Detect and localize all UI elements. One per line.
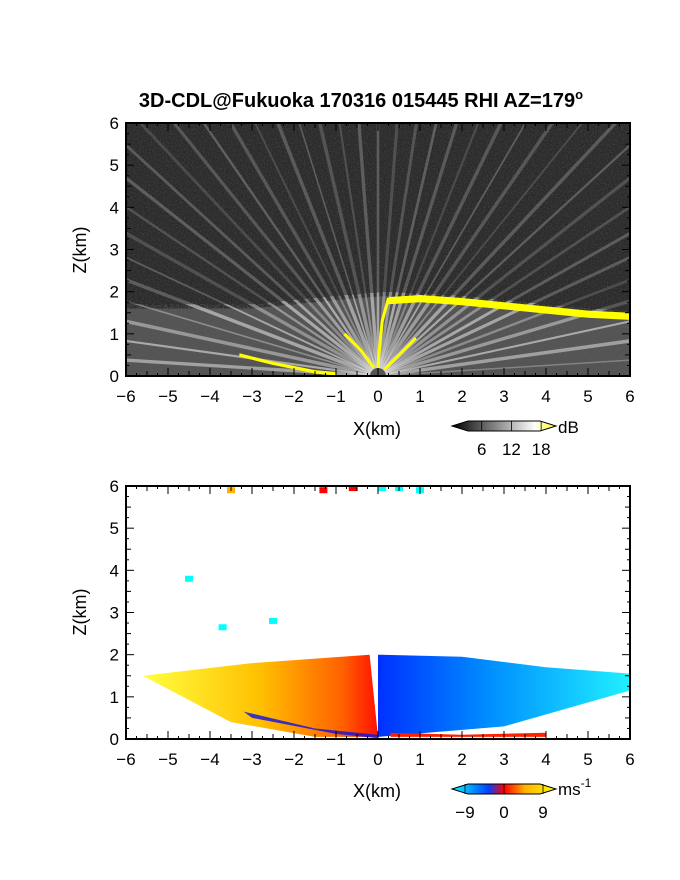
- velocity-xtick-label: 4: [541, 750, 550, 769]
- reflectivity-axes: −6 −5 −4 −3 −2 −1 0 1 2 3 4 5 6 0 1 2 3 4 5 6: [110, 114, 635, 406]
- velocity-ytick-label: 0: [110, 730, 119, 749]
- reflectivity-ytick-label: 6: [110, 114, 119, 133]
- velocity-negative-region: [378, 654, 630, 737]
- reflectivity-xtick-label: −5: [158, 387, 177, 406]
- reflectivity-xtick-label: −6: [116, 387, 135, 406]
- reflectivity-xtick-label: −1: [326, 387, 345, 406]
- ground-clutter: [239, 353, 336, 376]
- velocity-positive-region: [142, 654, 378, 737]
- reflectivity-colorbar-tick-label: 6: [477, 440, 486, 459]
- reflectivity-colorbar-bar: [450, 420, 558, 432]
- reflectivity-colorbar: 6 12 18 dB: [450, 418, 579, 459]
- reflectivity-ylabel: Z(km): [70, 227, 90, 274]
- beam-spoke: [377, 278, 630, 376]
- reflectivity-colorbar-tick-label: 18: [532, 440, 551, 459]
- beam-spoke: [377, 255, 630, 376]
- reflectivity-xtick-label: −4: [200, 387, 219, 406]
- reflectivity-ytick-label: 3: [110, 241, 119, 260]
- velocity-aloft-echo: [378, 486, 387, 492]
- beam-spoke: [126, 339, 379, 376]
- beam-spoke: [126, 278, 379, 376]
- velocity-panel: −6 −5 −4 −3 −2 −1 0 1 2 3 4 5 6 0 1 2 3 4 5 6 X(km) Z(km) −…: [70, 477, 635, 822]
- velocity-xlabel: X(km): [353, 781, 401, 801]
- reflectivity-xtick-label: 2: [457, 387, 466, 406]
- velocity-xtick-label: −3: [242, 750, 261, 769]
- reflectivity-xtick-label: 0: [373, 387, 382, 406]
- reflectivity-ytick-label: 0: [110, 367, 119, 386]
- velocity-low-positive-band: [390, 732, 546, 737]
- beam-spoke: [126, 300, 379, 376]
- velocity-aloft-echo: [185, 575, 193, 582]
- reflectivity-ytick-label: 5: [110, 156, 119, 175]
- reflectivity-xtick-label: 4: [541, 387, 550, 406]
- velocity-colorbar-ticks: −9 0 9: [455, 784, 548, 822]
- reflectivity-xlabel: X(km): [353, 419, 401, 439]
- velocity-aloft-echo: [218, 624, 227, 631]
- velocity-ytick-label: 3: [110, 604, 119, 623]
- velocity-ytick-label: 4: [110, 561, 119, 580]
- velocity-xtick-label: 1: [415, 750, 424, 769]
- near-field-echo: [383, 337, 417, 371]
- above-layer-mask: [126, 123, 630, 311]
- velocity-colorbar-tick-label: −9: [455, 803, 474, 822]
- reflectivity-xtick-label: 1: [415, 387, 424, 406]
- reflectivity-xtick-label: 3: [499, 387, 508, 406]
- reflectivity-echoes: [126, 123, 630, 376]
- velocity-xtick-label: −4: [200, 750, 219, 769]
- velocity-aloft-echo: [269, 617, 277, 624]
- velocity-ytick-label: 5: [110, 519, 119, 538]
- beam-spoke: [126, 256, 379, 376]
- velocity-colorbar-unit: ms-1: [558, 776, 592, 799]
- near-field-echo: [376, 297, 390, 372]
- velocity-colorbar: −9 0 9 ms-1: [450, 776, 592, 822]
- near-field-echo: [343, 332, 376, 369]
- beam-spoke: [377, 231, 630, 376]
- velocity-colorbar-tick-label: 9: [538, 803, 547, 822]
- velocity-xtick-label: 0: [373, 750, 382, 769]
- velocity-low-negative-band: [243, 711, 378, 739]
- reflectivity-xtick-label: −2: [284, 387, 303, 406]
- velocity-aloft-echo: [348, 486, 357, 492]
- velocity-colorbar-tick-label: 0: [499, 803, 508, 822]
- reflectivity-xtick-label: 6: [625, 387, 634, 406]
- velocity-ytick-label: 6: [110, 477, 119, 496]
- reflectivity-xtick-label: −3: [242, 387, 261, 406]
- beam-spoke: [126, 358, 379, 376]
- beam-spoke: [377, 359, 630, 376]
- velocity-xtick-label: −5: [158, 750, 177, 769]
- velocity-xtick-label: −1: [326, 750, 345, 769]
- beam-spoke: [377, 320, 630, 376]
- velocity-xtick-label: 5: [583, 750, 592, 769]
- reflectivity-ytick-label: 4: [110, 198, 119, 217]
- velocity-xtick-label: 2: [457, 750, 466, 769]
- velocity-xtick-label: −6: [116, 750, 135, 769]
- figure-title: 3D-CDL@Fukuoka 170316 015445 RHI AZ=179o: [139, 87, 583, 112]
- velocity-aloft-echo: [319, 487, 328, 494]
- velocity-echoes: [142, 486, 630, 739]
- velocity-ytick-label: 2: [110, 646, 119, 665]
- reflectivity-colorbar-unit: dB: [558, 418, 579, 437]
- velocity-axes: −6 −5 −4 −3 −2 −1 0 1 2 3 4 5 6 0 1 2 3 4 5 6: [110, 477, 635, 769]
- velocity-xtick-label: 3: [499, 750, 508, 769]
- beam-spoke: [377, 299, 630, 376]
- beam-spoke: [126, 319, 379, 376]
- reflectivity-colorbar-tick-label: 12: [502, 440, 521, 459]
- reflectivity-xtick-label: 5: [583, 387, 592, 406]
- strong-echo-edge: [388, 295, 630, 320]
- beam-spoke: [377, 339, 630, 376]
- velocity-ytick-label: 1: [110, 688, 119, 707]
- reflectivity-ytick-label: 1: [110, 325, 119, 344]
- velocity-ylabel: Z(km): [70, 589, 90, 636]
- velocity-xtick-label: 6: [625, 750, 634, 769]
- reflectivity-colorbar-ticks: 6 12 18: [477, 421, 551, 459]
- velocity-xtick-label: −2: [284, 750, 303, 769]
- reflectivity-ytick-label: 2: [110, 283, 119, 302]
